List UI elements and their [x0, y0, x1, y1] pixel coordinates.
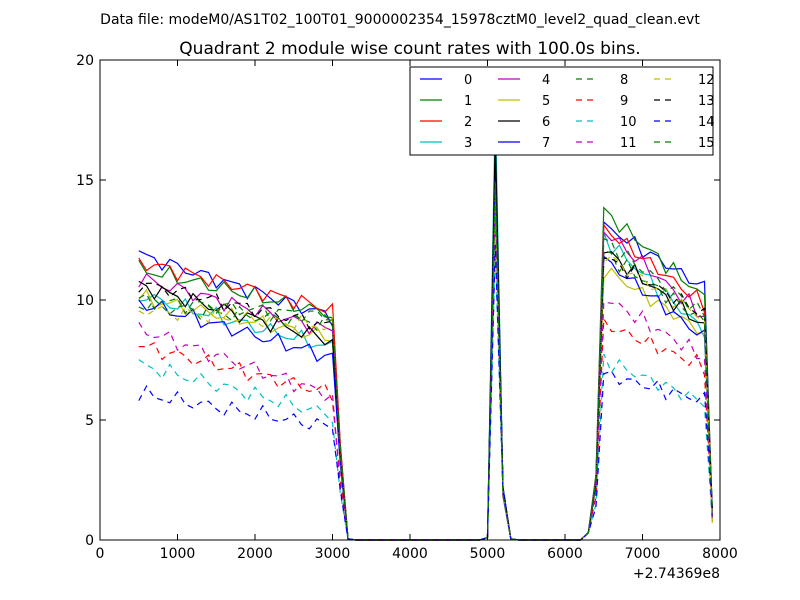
x-tick-label: 2000 — [237, 546, 273, 562]
series-line-6 — [138, 134, 713, 541]
series-line-8 — [138, 179, 713, 541]
series-layer — [138, 107, 713, 541]
legend-label-1: 1 — [464, 94, 472, 109]
legend-label-14: 14 — [698, 115, 715, 130]
legend-label-12: 12 — [698, 73, 715, 88]
legend-frame — [409, 66, 714, 156]
series-line-15 — [138, 182, 713, 541]
legend-label-3: 3 — [464, 136, 472, 151]
series-line-11 — [138, 206, 713, 541]
x-tick-label: 0 — [96, 546, 105, 562]
series-line-5 — [138, 194, 713, 541]
series-line-14 — [138, 244, 713, 541]
series-line-0 — [138, 139, 713, 541]
y-tick-label: 15 — [76, 173, 94, 189]
x-tick-label: 4000 — [392, 546, 428, 562]
legend-label-10: 10 — [620, 115, 637, 130]
chart-title: Quadrant 2 module wise count rates with … — [179, 39, 640, 59]
legend-label-5: 5 — [542, 94, 550, 109]
legend-label-8: 8 — [620, 73, 628, 88]
series-line-7 — [138, 172, 713, 541]
legend-label-11: 11 — [620, 136, 637, 151]
y-tick-label: 0 — [85, 533, 94, 549]
x-tick-label: 7000 — [625, 546, 661, 562]
series-line-9 — [138, 213, 713, 541]
y-tick-label: 5 — [85, 413, 94, 429]
x-tick-label: 3000 — [315, 546, 351, 562]
legend-label-13: 13 — [698, 94, 715, 109]
ticks-layer: 0 1000 2000 3000 4000 5000 6000 7000 80000510152… — [76, 53, 738, 562]
x-offset-label: +2.74369e8 — [633, 566, 720, 582]
chart-suptitle: Data file: modeM0/AS1T02_100T01_90000023… — [100, 12, 700, 28]
legend-label-7: 7 — [542, 136, 550, 151]
series-line-10 — [138, 247, 713, 541]
legend-label-4: 4 — [542, 73, 550, 88]
series-line-2 — [138, 175, 713, 541]
x-tick-label: 5000 — [470, 546, 506, 562]
y-tick-label: 10 — [76, 293, 94, 309]
legend-label-6: 6 — [542, 115, 550, 130]
legend-label-9: 9 — [620, 94, 628, 109]
series-line-13 — [138, 155, 713, 541]
legend-label-2: 2 — [464, 115, 472, 130]
y-tick-label: 20 — [76, 53, 94, 69]
x-tick-label: 6000 — [547, 546, 583, 562]
x-tick-label: 1000 — [160, 546, 196, 562]
series-line-4 — [138, 165, 713, 541]
series-line-12 — [138, 189, 713, 541]
legend-label-0: 0 — [464, 73, 472, 88]
x-tick-label: 8000 — [702, 546, 738, 562]
legend-label-15: 15 — [698, 136, 715, 151]
series-line-1 — [138, 184, 713, 541]
